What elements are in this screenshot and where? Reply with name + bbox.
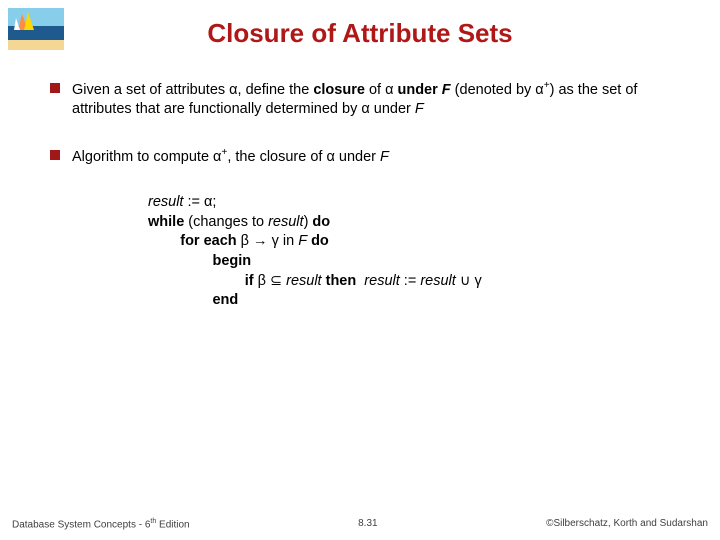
slide-content: Given a set of attributes α, define the … [0, 79, 720, 311]
algo-line: end [148, 291, 680, 311]
slide-thumbnail [8, 8, 64, 50]
bullet-marker [50, 83, 60, 93]
algo-line: result := α; [148, 193, 680, 213]
slide-footer: Database System Concepts - 6th Edition 8… [0, 518, 720, 530]
footer-right: ©Silberschatz, Korth and Sudarshan [546, 518, 708, 529]
algo-line: if β ⊆ result then result := result ∪ γ [148, 272, 680, 292]
bullet-item: Given a set of attributes α, define the … [50, 79, 680, 120]
algo-line: begin [148, 252, 680, 272]
bullet-text: Algorithm to compute α+, the closure of … [72, 146, 389, 167]
footer-left: Database System Concepts - 6th Edition [12, 518, 190, 530]
bullet-marker [50, 150, 60, 160]
slide-title: Closure of Attribute Sets [0, 0, 720, 79]
algorithm-block: result := α; while (changes to result) d… [148, 193, 680, 310]
algo-line: while (changes to result) do [148, 213, 680, 233]
algo-line: for each β → γ in F do [148, 232, 680, 252]
footer-center: 8.31 [358, 518, 377, 529]
bullet-text: Given a set of attributes α, define the … [72, 79, 680, 120]
bullet-item: Algorithm to compute α+, the closure of … [50, 146, 680, 167]
